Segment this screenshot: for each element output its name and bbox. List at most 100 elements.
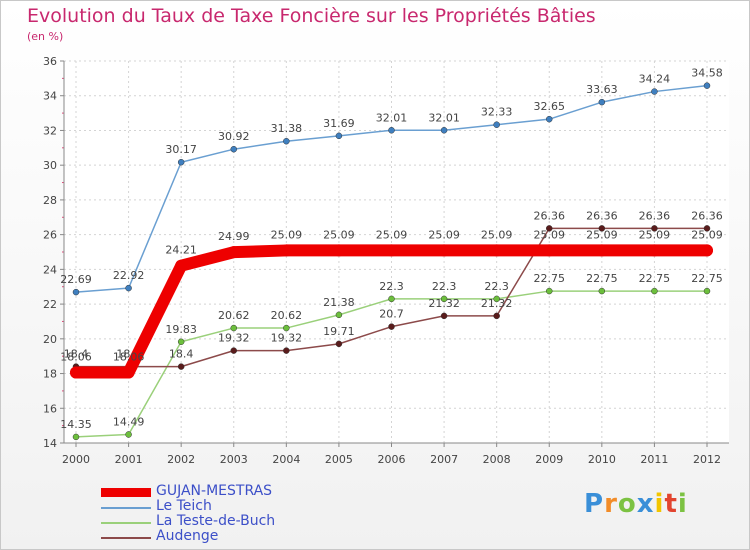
y-tick-label: 34 — [43, 90, 57, 103]
data-label: 33.63 — [586, 83, 618, 96]
data-point — [335, 340, 343, 348]
data-label: 25.09 — [428, 228, 460, 241]
data-point — [493, 312, 500, 320]
data-point — [227, 246, 240, 259]
proxiti-logo: Proxiti — [584, 489, 688, 519]
data-label: 22.3 — [484, 280, 509, 293]
data-label: 25.09 — [639, 228, 671, 241]
data-point — [332, 244, 345, 257]
data-label: 32.01 — [376, 111, 408, 124]
data-label: 25.09 — [534, 228, 566, 241]
chart-unit-label: (en %) — [27, 30, 64, 43]
x-tick-label: 2002 — [167, 453, 195, 466]
x-tick-label: 2010 — [588, 453, 616, 466]
y-tick-label: 36 — [43, 55, 57, 68]
data-point — [438, 244, 451, 257]
data-label: 26.36 — [534, 209, 566, 222]
x-tick-label: 2003 — [220, 453, 248, 466]
data-label: 24.21 — [165, 244, 197, 257]
logo-letter: t — [664, 489, 678, 519]
data-point — [703, 287, 711, 295]
data-point — [125, 431, 132, 438]
data-point — [388, 323, 395, 330]
legend-label: La Teste-de-Buch — [156, 513, 276, 529]
y-tick-label: 26 — [43, 229, 57, 242]
data-label: 25.09 — [481, 228, 513, 241]
data-label: 20.7 — [379, 308, 404, 321]
x-tick-label: 2009 — [535, 453, 563, 466]
data-label: 26.36 — [691, 209, 723, 222]
legend-swatch — [101, 507, 151, 509]
data-point — [175, 259, 188, 272]
data-label: 14.35 — [60, 418, 92, 431]
data-label: 34.24 — [639, 73, 671, 86]
data-point — [283, 324, 290, 332]
data-point — [703, 82, 711, 89]
data-label: 32.65 — [534, 100, 566, 113]
x-tick-label: 2005 — [325, 453, 353, 466]
data-point — [440, 295, 448, 303]
y-tick-label: 18 — [43, 368, 57, 381]
data-label: 25.09 — [271, 228, 303, 241]
data-point — [335, 311, 343, 319]
logo-letter: i — [654, 489, 665, 519]
data-label: 32.01 — [428, 111, 460, 124]
y-tick-label: 30 — [43, 159, 57, 172]
data-label: 18.4 — [169, 348, 194, 361]
data-point — [177, 363, 185, 370]
data-point — [230, 145, 237, 153]
data-point — [595, 244, 608, 257]
data-point — [651, 88, 658, 95]
data-label: 22.3 — [379, 280, 404, 293]
data-point — [651, 287, 658, 295]
x-tick-label: 2008 — [483, 453, 511, 466]
y-tick-label: 14 — [43, 437, 57, 450]
y-tick-label: 24 — [43, 263, 57, 276]
data-point — [177, 158, 185, 166]
x-tick-label: 2001 — [115, 453, 143, 466]
data-point — [72, 288, 80, 296]
data-point — [122, 366, 135, 379]
legend-swatch — [101, 488, 151, 497]
logo-letter: o — [617, 489, 637, 519]
data-point — [546, 287, 553, 295]
data-label: 18.06 — [113, 351, 145, 364]
data-point — [70, 366, 82, 379]
chart-title: Evolution du Taux de Taxe Foncière sur l… — [27, 5, 596, 27]
data-point — [490, 244, 503, 257]
data-point — [493, 295, 500, 303]
data-label: 21.38 — [323, 296, 355, 309]
data-point — [703, 225, 711, 232]
data-point — [440, 127, 448, 134]
data-point — [651, 225, 658, 232]
x-tick-label: 2006 — [378, 453, 406, 466]
data-point — [280, 244, 293, 257]
data-label: 18.06 — [60, 351, 92, 364]
data-label: 18.4 — [64, 348, 89, 361]
data-point — [648, 244, 661, 257]
logo-letter: x — [636, 489, 655, 519]
data-point — [230, 324, 237, 332]
data-label: 25.09 — [691, 228, 723, 241]
data-label: 24.99 — [218, 230, 250, 243]
data-label: 31.38 — [271, 122, 303, 135]
logo-letter: P — [584, 489, 605, 519]
data-label: 22.3 — [432, 280, 457, 293]
data-label: 26.36 — [586, 209, 618, 222]
data-label: 20.62 — [218, 309, 250, 322]
data-label: 21.32 — [428, 297, 460, 310]
data-point — [125, 284, 132, 292]
data-label: 22.69 — [60, 273, 92, 286]
data-point — [493, 121, 500, 128]
data-label: 19.71 — [323, 325, 355, 338]
data-point — [177, 338, 185, 346]
data-label: 22.75 — [691, 272, 723, 285]
data-point — [598, 225, 606, 232]
legend-label: Audenge — [156, 528, 219, 544]
data-label: 22.75 — [586, 272, 618, 285]
data-point — [72, 433, 80, 441]
legend-label: Le Teich — [156, 498, 212, 514]
data-point — [598, 287, 606, 295]
